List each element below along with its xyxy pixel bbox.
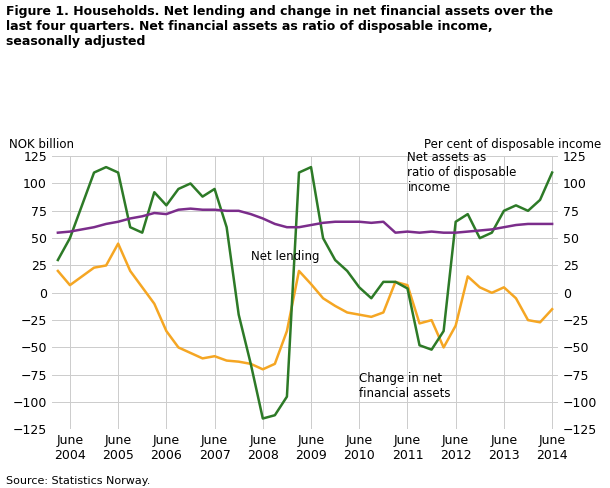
Text: Net lending: Net lending — [251, 250, 319, 263]
Text: Source: Statistics Norway.: Source: Statistics Norway. — [6, 476, 151, 486]
Text: Net assets as
ratio of disposable
income: Net assets as ratio of disposable income — [407, 151, 517, 194]
Text: Change in net
financial assets: Change in net financial assets — [359, 372, 451, 400]
Text: Per cent of disposable income: Per cent of disposable income — [424, 138, 601, 151]
Text: Figure 1. Households. Net lending and change in net financial assets over the
la: Figure 1. Households. Net lending and ch… — [6, 5, 553, 48]
Text: NOK billion: NOK billion — [9, 138, 74, 151]
